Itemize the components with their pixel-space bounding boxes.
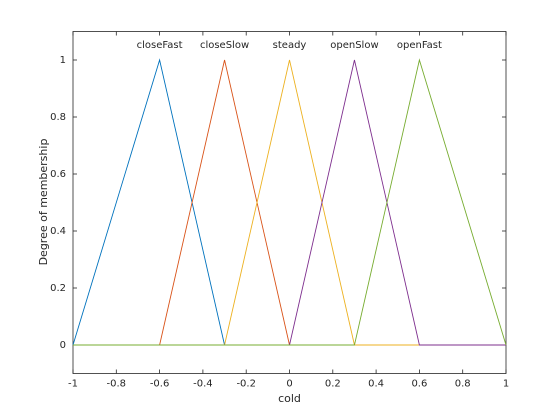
x-tick-label: -0.8 bbox=[107, 379, 127, 390]
series-label: steady bbox=[273, 40, 307, 51]
y-tick-label: 0.4 bbox=[50, 226, 66, 237]
series-line bbox=[73, 58, 507, 346]
x-tick-label: -1 bbox=[68, 379, 78, 390]
x-tick-label: 1 bbox=[503, 379, 509, 390]
y-tick-label: 0.6 bbox=[50, 169, 66, 180]
axes-box bbox=[72, 31, 507, 374]
x-tick-label: -0.2 bbox=[236, 379, 256, 390]
x-tick-label: 0 bbox=[286, 379, 292, 390]
x-tick-label: 0.8 bbox=[455, 379, 471, 390]
y-tick-label: 0.2 bbox=[50, 283, 66, 294]
series-label: openFast bbox=[397, 40, 442, 51]
x-tick-label: 0.2 bbox=[325, 379, 341, 390]
y-tick-label: 1 bbox=[60, 55, 66, 66]
x-tick-label: -0.4 bbox=[193, 379, 213, 390]
y-tick-label: 0.8 bbox=[50, 112, 66, 123]
y-axis-label: Degree of membership bbox=[37, 139, 50, 266]
y-tick-label: 0 bbox=[60, 340, 66, 351]
series-label: closeSlow bbox=[200, 40, 249, 51]
x-tick-label: 0.6 bbox=[411, 379, 427, 390]
x-tick-label: -0.6 bbox=[150, 379, 170, 390]
x-axis-label: cold bbox=[278, 392, 301, 405]
series-label: openSlow bbox=[330, 40, 378, 51]
x-tick-label: 0.4 bbox=[368, 379, 384, 390]
series-label: closeFast bbox=[137, 40, 183, 51]
